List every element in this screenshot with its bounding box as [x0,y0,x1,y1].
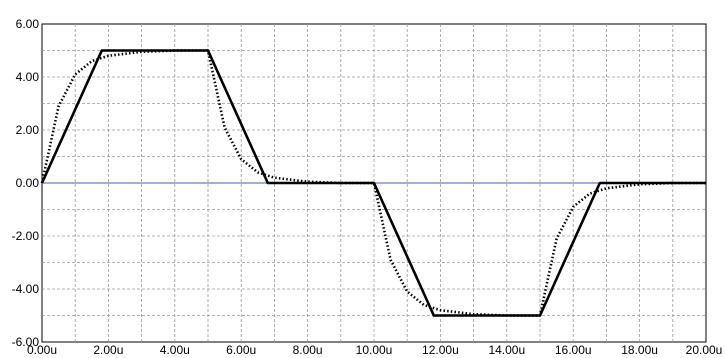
y-tick-label: 4.00 [16,70,40,84]
x-tick-label: 0.00u [27,343,57,357]
grid-lines [42,24,706,342]
y-tick-label: -2.00 [12,229,40,243]
y-tick-label: 2.00 [16,123,40,137]
x-tick-label: 14.00u [488,343,525,357]
axis-ticks: 0.00u 2.00u 4.00u 6.00u 8.00u 10.00u 12.00u 14.… [12,17,723,357]
x-tick-label: 18.00u [621,343,658,357]
y-tick-label: 0.00 [16,176,40,190]
series-group [40,49,706,317]
y-tick-label: -4.00 [12,282,40,296]
x-tick-label: 4.00u [160,343,190,357]
x-tick-label: 12.00u [422,343,459,357]
x-tick-label: 10.00u [356,343,393,357]
x-tick-label: 6.00u [226,343,256,357]
y-tick-label: 6.00 [16,17,40,31]
x-tick-label: 16.00u [555,343,592,357]
y-tick-label: -6.00 [12,335,40,349]
series-dotted-line [40,49,706,317]
x-tick-label: 2.00u [93,343,123,357]
x-tick-label: 8.00u [293,343,323,357]
series-solid-line [40,49,706,317]
x-tick-label: 20.00u [686,343,723,357]
